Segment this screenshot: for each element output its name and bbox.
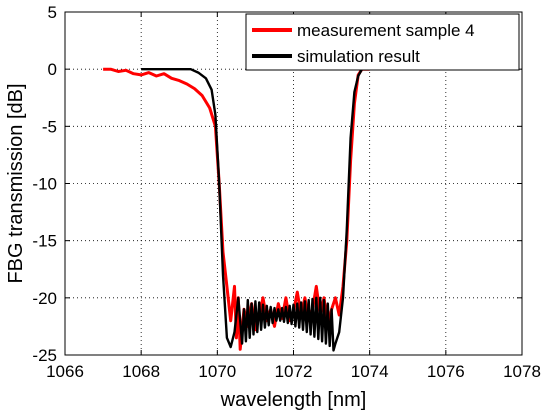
y-tick-label: 5	[48, 3, 57, 22]
y-tick-label: -20	[32, 289, 57, 308]
x-tick-label: 1066	[46, 362, 84, 381]
legend-label-simulation: simulation result	[297, 47, 420, 66]
x-tick-label: 1072	[275, 362, 313, 381]
y-tick-label: -15	[32, 232, 57, 251]
y-axis-label: FBG transmission [dB]	[5, 83, 27, 283]
y-tick-label: 0	[48, 60, 57, 79]
x-axis-label: wavelength [nm]	[220, 389, 367, 411]
legend: measurement sample 4 simulation result	[245, 13, 520, 71]
legend-box	[245, 13, 520, 71]
x-tick-label: 1068	[122, 362, 160, 381]
x-tick-label: 1074	[351, 362, 389, 381]
x-tick-label: 1076	[427, 362, 465, 381]
y-tick-label: -5	[42, 117, 57, 136]
series-line-1	[141, 68, 408, 352]
y-tick-label: -25	[32, 346, 57, 365]
series-layer	[103, 67, 408, 352]
series-line-0	[103, 67, 370, 351]
legend-label-measurement: measurement sample 4	[297, 21, 475, 40]
ticks: 1066 1068 1070 1072 1074 1076 1078 5 0 -5 -10 -15 -2…	[32, 3, 540, 381]
y-tick-label: -10	[32, 175, 57, 194]
x-tick-label: 1078	[503, 362, 541, 381]
x-tick-label: 1070	[198, 362, 236, 381]
